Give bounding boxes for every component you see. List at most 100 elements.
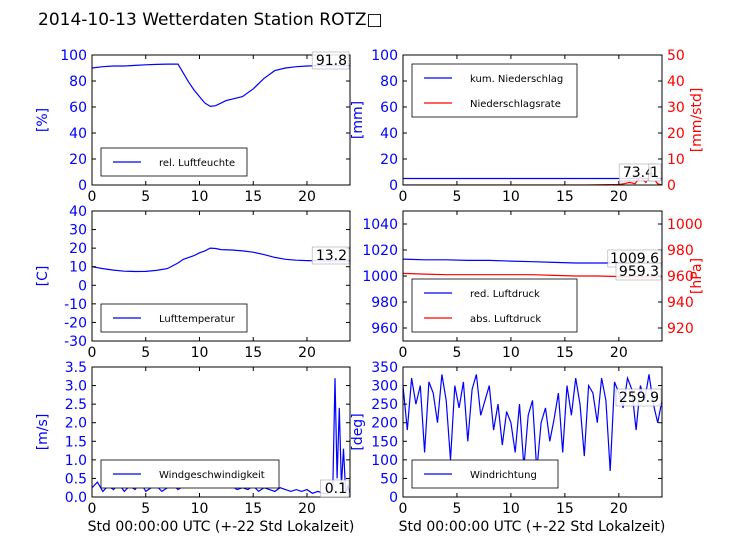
pressure-xtick-label: 5 <box>452 345 461 361</box>
humidity-series-line-0 <box>92 63 350 108</box>
windspeed-ytick-label: 1.0 <box>65 453 87 469</box>
humidity-xtick-label: 15 <box>244 189 262 205</box>
precip-ytick-right-label: 50 <box>667 48 685 64</box>
windspeed-xtick-label: 15 <box>244 501 262 517</box>
winddir-xtick-label: 5 <box>452 501 461 517</box>
winddir-legend-label: Windrichtung <box>470 470 537 481</box>
windspeed-value-label: 0.1 <box>325 481 347 497</box>
precip-value-label: 73.4 <box>623 165 654 181</box>
winddir-ytick-label: 250 <box>371 397 398 413</box>
windspeed-xtick-label: 20 <box>298 501 316 517</box>
pressure-ytick-label: 1040 <box>362 217 398 233</box>
winddir-ytick-label: 50 <box>380 471 398 487</box>
pressure-legend-box <box>411 278 578 333</box>
precip-legend-label: kum. Niederschlag <box>470 74 563 85</box>
pressure-value-box <box>615 262 662 281</box>
precip-xtick-label: 20 <box>610 189 628 205</box>
precip-plot-frame <box>402 54 663 186</box>
windspeed-value-box <box>320 479 350 498</box>
temperature-ytick-label: 40 <box>69 204 87 220</box>
temperature-series-line-0 <box>92 247 350 273</box>
windspeed-ytick-label: 2.5 <box>65 397 87 413</box>
pressure-legend-label: red. Luftdruck <box>470 289 540 300</box>
temperature-value-label: 13.2 <box>316 248 347 264</box>
pressure-ytick-right-label: 1000 <box>667 217 703 233</box>
windspeed-ytick-label: 2.0 <box>65 416 87 432</box>
precip-xtick-label: 0 <box>399 189 408 205</box>
humidity-ylabel: [%] <box>35 108 51 132</box>
pressure-ytick-right-label: 960 <box>667 269 694 285</box>
winddir-xtick-label: 15 <box>556 501 574 517</box>
humidity-ytick-label: 100 <box>60 48 87 64</box>
temperature-ytick-label: 20 <box>69 241 87 257</box>
humidity-ytick-label: 40 <box>69 126 87 142</box>
precip-value-label: 1 <box>650 165 659 181</box>
windspeed-xtick-label: 10 <box>191 501 209 517</box>
humidity-ytick-label: 20 <box>69 152 87 168</box>
humidity-ytick-label: 0 <box>78 178 87 194</box>
precip-xtick-label: 15 <box>556 189 574 205</box>
pressure-ytick-right-label: 980 <box>667 243 694 259</box>
windspeed-ytick-label: 1.5 <box>65 434 87 450</box>
windspeed-xtick-label: 5 <box>141 501 150 517</box>
humidity-value-label: 91.8 <box>316 53 347 69</box>
pressure-ytick-label: 960 <box>371 321 398 337</box>
winddir-ytick-label: 200 <box>371 416 398 432</box>
humidity-value-box <box>311 51 350 70</box>
precip-ytick-label: 80 <box>380 74 398 90</box>
winddir-ytick-label: 350 <box>371 360 398 376</box>
precip-xtick-label: 5 <box>452 189 461 205</box>
humidity-xtick-label: 10 <box>191 189 209 205</box>
windspeed-ytick-label: 3.5 <box>65 360 87 376</box>
temperature-ytick-label: -30 <box>64 334 87 350</box>
humidity-xtick-label: 0 <box>88 189 97 205</box>
precip-ylabel: [mm] <box>350 101 366 139</box>
temperature-xtick-label: 15 <box>244 345 262 361</box>
windspeed-plot-frame <box>91 366 351 498</box>
windspeed-xtick-label: 0 <box>88 501 97 517</box>
humidity-xtick-label: 5 <box>141 189 150 205</box>
winddir-ytick-label: 0 <box>389 490 398 506</box>
precip-ylabel-right: [mm/std] <box>689 88 705 153</box>
winddir-value-label: 259.9 <box>619 390 659 406</box>
temperature-xtick-label: 10 <box>191 345 209 361</box>
temperature-xtick-label: 20 <box>298 345 316 361</box>
windspeed-ytick-label: 3.0 <box>65 379 87 395</box>
pressure-xtick-label: 10 <box>502 345 520 361</box>
precip-ytick-right-label: 0 <box>667 178 676 194</box>
winddir-ytick-label: 300 <box>371 379 398 395</box>
pressure-ylabel-right: [hPa] <box>689 258 705 294</box>
winddir-xtick-label: 20 <box>610 501 628 517</box>
pressure-ytick-label: 1020 <box>362 243 398 259</box>
windspeed-legend-label: Windgeschwindigkeit <box>159 470 265 481</box>
precip-xtick-label: 10 <box>502 189 520 205</box>
winddir-xtick-label: 10 <box>502 501 520 517</box>
precip-ytick-label: 100 <box>371 48 398 64</box>
winddir-ytick-label: 150 <box>371 434 398 450</box>
precip-ytick-label: 40 <box>380 126 398 142</box>
humidity-ytick-label: 60 <box>69 100 87 116</box>
precip-ytick-label: 60 <box>380 100 398 116</box>
pressure-ytick-right-label: 920 <box>667 321 694 337</box>
winddir-value-box <box>615 388 662 407</box>
temperature-ytick-label: -10 <box>64 297 87 313</box>
humidity-plot-frame <box>91 54 351 186</box>
precip-ytick-right-label: 30 <box>667 100 685 116</box>
temperature-ytick-label: 0 <box>78 278 87 294</box>
pressure-xtick-label: 15 <box>556 345 574 361</box>
pressure-value-label: 959.3 <box>619 264 659 280</box>
precip-ytick-label: 20 <box>380 152 398 168</box>
humidity-ytick-label: 80 <box>69 74 87 90</box>
winddir-plot-frame <box>402 366 663 498</box>
precip-legend-label: Niederschlagsrate <box>470 99 561 110</box>
precip-legend-box <box>411 63 578 118</box>
windspeed-ytick-label: 0.5 <box>65 471 87 487</box>
pressure-ytick-right-label: 940 <box>667 295 694 311</box>
winddir-ylabel: [deg] <box>350 413 366 450</box>
pressure-ytick-label: 980 <box>371 295 398 311</box>
temperature-ylabel: [C] <box>35 266 51 287</box>
temperature-legend-label: Lufttemperatur <box>159 314 236 325</box>
precip-value-box <box>648 163 662 182</box>
humidity-xtick-label: 20 <box>298 189 316 205</box>
